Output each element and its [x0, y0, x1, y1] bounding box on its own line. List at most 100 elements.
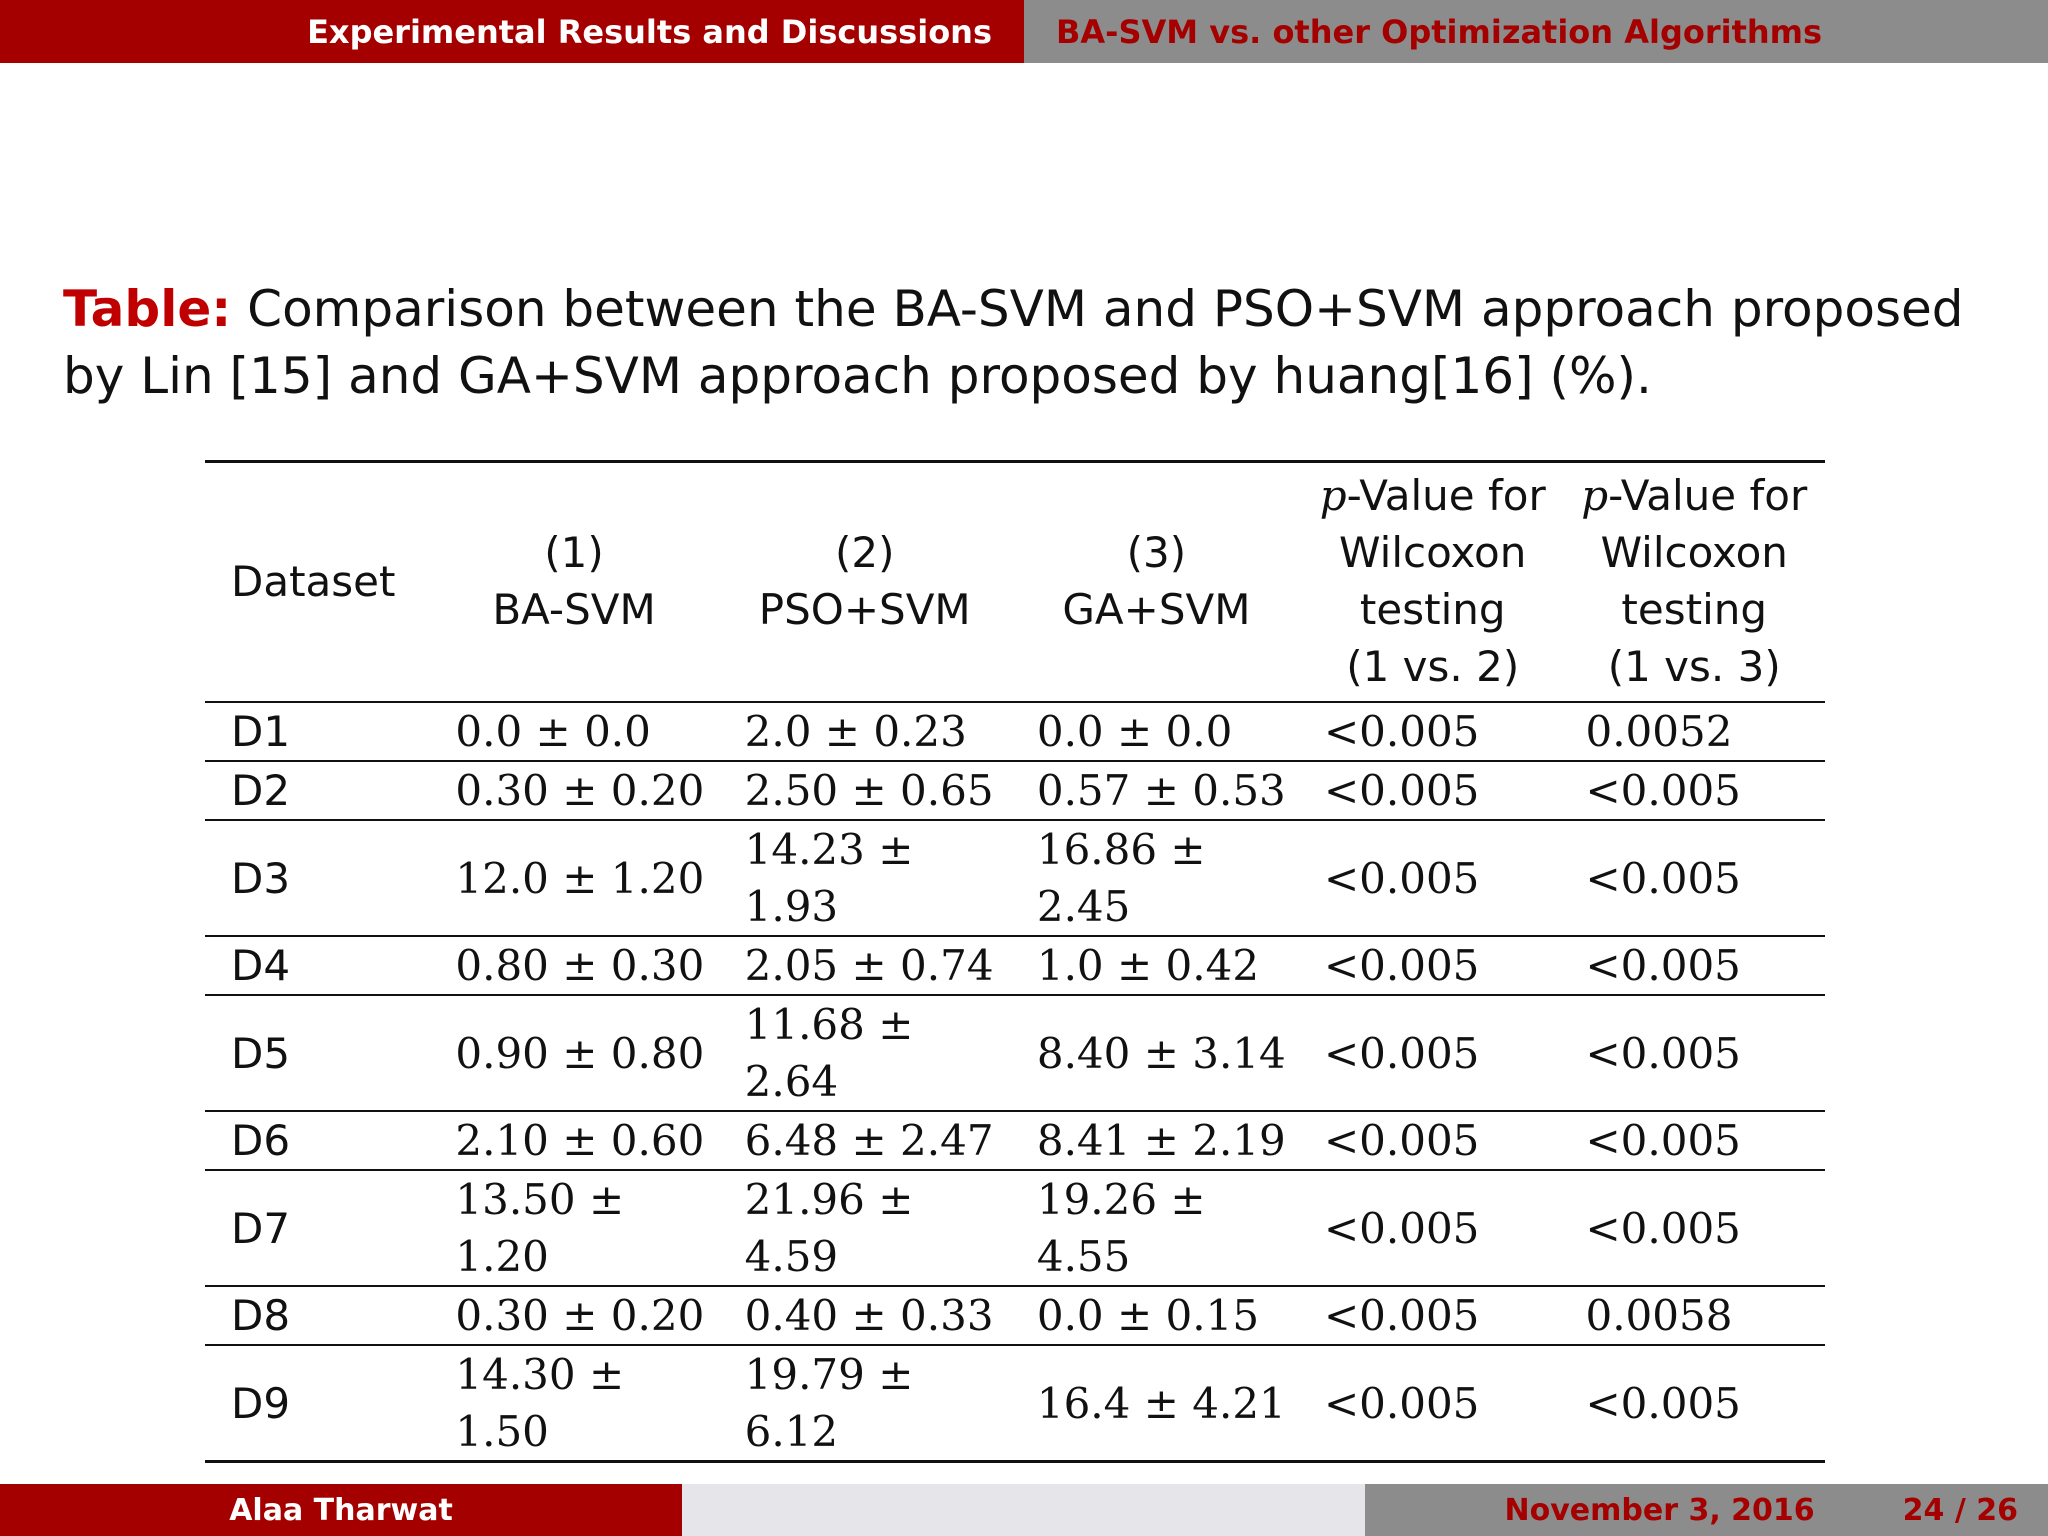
cell-ba-svm: 14.30 ± 1.50 [455, 1350, 625, 1456]
table-row: D4 0.80 ± 0.30 2.05 ± 0.74 1.0 ± 0.42 <0… [205, 936, 1825, 995]
cell-ga-svm: 16.86 ± 2.45 [1036, 825, 1206, 931]
cell-ba-svm: 12.0 ± 1.20 [455, 853, 705, 903]
cell-ba-svm: 13.50 ± 1.20 [455, 1175, 625, 1281]
header-ga-svm: (3) GA+SVM [1011, 462, 1302, 703]
cell-pso-svm: 21.96 ± 4.59 [744, 1175, 914, 1281]
header-section: Experimental Results and Discussions [0, 0, 1024, 63]
caption-label: Table: [63, 280, 232, 338]
cell-pso-svm: 2.0 ± 0.23 [744, 707, 967, 756]
header-p-line2: Wilcoxon [1339, 528, 1527, 577]
table-row: D3 12.0 ± 1.20 14.23 ± 1.93 16.86 ± 2.45… [205, 820, 1825, 936]
cell-ga-svm: 19.26 ± 4.55 [1036, 1175, 1206, 1281]
slide-footer: Alaa Tharwat November 3, 2016 24 / 26 [0, 1484, 2048, 1536]
cell-ga-svm: 8.41 ± 2.19 [1036, 1116, 1286, 1165]
header-p-symbol: p [1581, 471, 1609, 520]
cell-ga-svm: 0.0 ± 0.0 [1036, 707, 1233, 756]
cell-p-1vs2: <0.005 [1323, 1291, 1480, 1340]
cell-ga-svm: 0.0 ± 0.15 [1036, 1291, 1260, 1340]
cell-dataset: D1 [231, 707, 291, 756]
cell-ba-svm: 0.90 ± 0.80 [455, 1028, 705, 1078]
cell-ga-svm: 0.57 ± 0.53 [1036, 766, 1286, 815]
header-col3-name: GA+SVM [1062, 585, 1251, 634]
cell-dataset: D8 [231, 1291, 291, 1340]
header-section-title[interactable]: Experimental Results and Discussions [307, 12, 992, 51]
header-dataset: Dataset [231, 556, 396, 606]
header-col2-number: (2) [834, 528, 895, 577]
table-row: D2 0.30 ± 0.20 2.50 ± 0.65 0.57 ± 0.53 <… [205, 761, 1825, 820]
cell-ba-svm: 2.10 ± 0.60 [455, 1116, 705, 1165]
cell-p-1vs3: 0.0058 [1585, 1291, 1733, 1340]
cell-p-1vs2: <0.005 [1323, 941, 1480, 990]
cell-ga-svm: 8.40 ± 3.14 [1036, 1028, 1286, 1078]
cell-ga-svm: 1.0 ± 0.42 [1036, 941, 1260, 990]
cell-pso-svm: 2.50 ± 0.65 [744, 766, 994, 815]
header-p-rest: -Value for [1608, 471, 1808, 520]
cell-ga-svm: 16.4 ± 4.21 [1036, 1378, 1286, 1428]
cell-ba-svm: 0.30 ± 0.20 [455, 766, 705, 815]
cell-dataset: D4 [231, 941, 291, 990]
cell-p-1vs2: <0.005 [1323, 707, 1480, 756]
header-subsection: BA-SVM vs. other Optimization Algorithms [1024, 0, 2048, 63]
footer-date-panel: November 3, 2016 24 / 26 [1365, 1484, 2048, 1536]
cell-ba-svm: 0.30 ± 0.20 [455, 1291, 705, 1340]
results-table-container: Dataset (1) BA-SVM (2) PSO+SVM (3) GA+SV… [205, 460, 1825, 1463]
footer-author-panel: Alaa Tharwat [0, 1484, 682, 1536]
cell-p-1vs2: <0.005 [1323, 1203, 1480, 1253]
header-col1-number: (1) [544, 528, 604, 577]
results-table: Dataset (1) BA-SVM (2) PSO+SVM (3) GA+SV… [205, 460, 1825, 1463]
cell-p-1vs2: <0.005 [1323, 853, 1480, 903]
table-row: D5 0.90 ± 0.80 11.68 ± 2.64 8.40 ± 3.14 … [205, 995, 1825, 1111]
header-p1-comparison: (1 vs. 2) [1346, 642, 1520, 691]
header-pvalue-1vs3: p-Value for Wilcoxon testing (1 vs. 3) [1563, 462, 1825, 703]
header-p-symbol: p [1319, 471, 1347, 520]
cell-p-1vs2: <0.005 [1323, 1378, 1480, 1428]
header-p-rest: -Value for [1346, 471, 1546, 520]
cell-pso-svm: 6.48 ± 2.47 [744, 1116, 994, 1165]
cell-p-1vs2: <0.005 [1323, 1028, 1480, 1078]
table-row: D1 0.0 ± 0.0 2.0 ± 0.23 0.0 ± 0.0 <0.005… [205, 702, 1825, 761]
cell-pso-svm: 2.05 ± 0.74 [744, 941, 994, 990]
cell-p-1vs3: <0.005 [1585, 1116, 1741, 1165]
slide-header: Experimental Results and Discussions BA-… [0, 0, 2048, 63]
cell-p-1vs3: <0.005 [1585, 1028, 1741, 1078]
cell-dataset: D9 [231, 1378, 291, 1428]
cell-p-1vs3: <0.005 [1585, 766, 1741, 815]
cell-dataset: D2 [231, 766, 291, 815]
header-col2-name: PSO+SVM [758, 585, 971, 634]
header-subsection-title[interactable]: BA-SVM vs. other Optimization Algorithms [1056, 12, 1823, 51]
footer-page-number: 24 / 26 [1902, 1492, 2018, 1528]
cell-pso-svm: 19.79 ± 6.12 [744, 1350, 914, 1456]
cell-p-1vs3: <0.005 [1585, 1203, 1741, 1253]
table-row: D8 0.30 ± 0.20 0.40 ± 0.33 0.0 ± 0.15 <0… [205, 1286, 1825, 1345]
cell-p-1vs3: <0.005 [1585, 941, 1741, 990]
header-pso-svm: (2) PSO+SVM [719, 462, 1011, 703]
cell-dataset: D3 [231, 853, 291, 903]
cell-pso-svm: 11.68 ± 2.64 [744, 1000, 914, 1106]
table-header-row: Dataset (1) BA-SVM (2) PSO+SVM (3) GA+SV… [205, 461, 1825, 703]
cell-pso-svm: 0.40 ± 0.33 [744, 1291, 994, 1340]
footer-author: Alaa Tharwat [229, 1492, 453, 1528]
footer-date: November 3, 2016 [1504, 1492, 1815, 1528]
cell-p-1vs3: <0.005 [1585, 1378, 1741, 1428]
cell-p-1vs2: <0.005 [1323, 766, 1480, 815]
table-caption: Table: Comparison between the BA-SVM and… [63, 276, 1983, 410]
cell-ba-svm: 0.0 ± 0.0 [455, 707, 651, 756]
cell-pso-svm: 14.23 ± 1.93 [744, 825, 914, 931]
caption-text: Comparison between the BA-SVM and PSO+SV… [63, 280, 1964, 405]
cell-p-1vs3: 0.0052 [1585, 707, 1733, 756]
header-col3-number: (3) [1126, 528, 1187, 577]
footer-title-panel [682, 1484, 1365, 1536]
header-col1-name: BA-SVM [492, 585, 656, 634]
header-pvalue-1vs2: p-Value for Wilcoxon testing (1 vs. 2) [1302, 462, 1564, 703]
header-p2-comparison: (1 vs. 3) [1607, 642, 1781, 691]
cell-p-1vs3: <0.005 [1585, 853, 1741, 903]
cell-dataset: D5 [231, 1028, 291, 1078]
table-row: D6 2.10 ± 0.60 6.48 ± 2.47 8.41 ± 2.19 <… [205, 1111, 1825, 1170]
table-row: D7 13.50 ± 1.20 21.96 ± 4.59 19.26 ± 4.5… [205, 1170, 1825, 1286]
header-p-line3: testing [1359, 585, 1506, 634]
cell-dataset: D6 [231, 1116, 291, 1165]
header-p-line3: testing [1621, 585, 1768, 634]
cell-p-1vs2: <0.005 [1323, 1116, 1480, 1165]
header-ba-svm: (1) BA-SVM [429, 462, 718, 703]
header-p-line2: Wilcoxon [1600, 528, 1788, 577]
